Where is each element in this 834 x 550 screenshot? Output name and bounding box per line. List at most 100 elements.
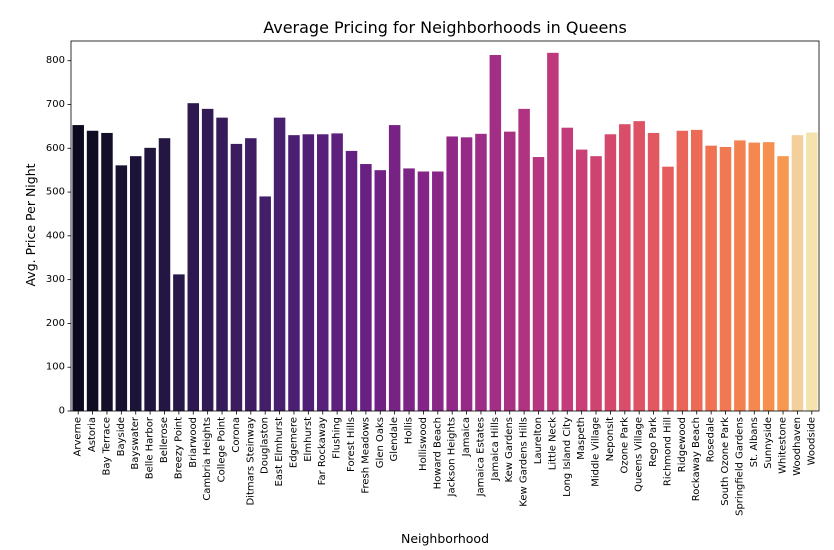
bar-springfield-gardens (734, 140, 746, 411)
bar-howard-beach (432, 171, 444, 411)
x-tick-label: Holliswood (418, 417, 429, 471)
x-tick-label: Long Island City (562, 417, 573, 497)
bars (72, 52, 818, 412)
x-tick-label: Breezy Point (173, 417, 184, 479)
bar-east-elmhurst (273, 117, 286, 411)
x-tick-label: Jackson Heights (447, 417, 458, 497)
x-tick-label: College Point (217, 417, 228, 482)
x-tick-label: Sunnyside (763, 417, 774, 469)
bar-cambria-heights (201, 108, 214, 412)
bar-douglaston (259, 196, 271, 411)
x-tick-label: Cambria Heights (202, 417, 213, 501)
bar-college-point (216, 117, 228, 411)
bar-middle-village (590, 156, 602, 411)
x-tick-label: Forest Hills (346, 417, 357, 472)
x-tick-label: Astoria (87, 417, 98, 452)
x-tick-label: Neponsit (605, 417, 616, 461)
x-tick-label: Ozone Park (619, 417, 630, 474)
x-tick-label: Bayside (116, 417, 127, 456)
x-tick-label: Ditmars Steinway (245, 417, 256, 506)
bar-astoria (86, 130, 99, 411)
x-tick-label: Fresh Meadows (360, 417, 371, 494)
bar-edgemere (288, 135, 300, 411)
x-tick-label: Corona (231, 417, 242, 453)
bar-kew-gardens (503, 131, 516, 411)
x-tick-label: Richmond Hill (662, 417, 673, 486)
bar-holliswood (417, 171, 430, 411)
x-tick-label: Laurelton (533, 417, 544, 464)
bar-st-albans (748, 142, 761, 411)
x-tick-label: Rockaway Beach (691, 417, 702, 501)
bar-long-island-city (561, 127, 574, 411)
bar-kew-gardens-hills (518, 108, 530, 412)
bar-arverne (72, 125, 84, 411)
y-tick-label: 700 (46, 99, 65, 110)
bar-ditmars-steinway (245, 138, 257, 411)
y-axis-ticks: 0 100 200 300 400 500 600 700 800 (46, 55, 71, 417)
x-tick-label: Woodhaven (792, 417, 803, 476)
x-tick-label: East Elmhurst (274, 417, 285, 487)
bar-rego-park (647, 132, 660, 411)
bar-ozone-park (619, 124, 631, 411)
bar-glendale (388, 125, 401, 411)
x-tick-label: Ridgewood (677, 417, 688, 472)
x-tick-label: Briarwood (188, 417, 199, 468)
bar-richmond-hill (662, 166, 674, 411)
x-tick-label: Flushing (332, 417, 343, 459)
y-tick-label: 0 (59, 406, 65, 417)
bar-corona (230, 143, 243, 411)
x-tick-label: Maspeth (576, 417, 587, 460)
bar-breezy-point (173, 274, 185, 411)
bar-queens-village (633, 121, 645, 411)
x-tick-label: Bay Terrace (101, 417, 112, 475)
x-tick-label: Hollis (404, 417, 415, 444)
x-tick-label: Rosedale (706, 417, 717, 462)
x-tick-label: Far Rockaway (317, 417, 328, 485)
bar-jamaica-hills (489, 55, 502, 411)
x-axis-ticks: Arverne Astoria Bay Terrace Bayside Bayswate… (73, 411, 817, 516)
x-tick-label: Arverne (73, 417, 84, 456)
bar-maspeth (575, 149, 588, 411)
bar-bay-terrace (101, 132, 113, 411)
bar-jamaica-estates (475, 133, 487, 411)
x-tick-label: Elmhurst (303, 417, 314, 462)
x-tick-label: Howard Beach (432, 417, 443, 489)
bar-briarwood (187, 103, 200, 412)
x-tick-label: Bellerose (159, 417, 170, 463)
bar-glen-oaks (374, 170, 387, 411)
bar-belle-harbor (144, 147, 156, 411)
x-tick-label: Jamaica Hills (490, 417, 501, 482)
y-tick-label: 100 (46, 362, 65, 373)
bar-bayswater (129, 156, 142, 411)
bar-hollis (403, 168, 415, 411)
x-tick-label: Glen Oaks (375, 417, 386, 468)
y-axis-title: Avg. Price Per Night (23, 163, 38, 286)
x-tick-label: Glendale (389, 417, 400, 461)
bar-bellerose (158, 138, 171, 411)
x-tick-label: Woodside (806, 417, 817, 465)
y-tick-label: 500 (46, 187, 65, 198)
bar-woodhaven (791, 135, 804, 411)
y-tick-label: 600 (46, 143, 65, 154)
bar-bayside (115, 165, 128, 411)
plot-frame (70, 40, 820, 412)
bar-forest-hills (345, 150, 358, 411)
bar-rockaway-beach (690, 129, 703, 411)
x-tick-label: Jamaica Estates (475, 417, 486, 497)
bar-woodside (806, 132, 818, 411)
x-tick-label: Jamaica (461, 417, 472, 457)
x-tick-label: Bayswater (130, 416, 141, 469)
x-tick-label: St. Albans (749, 417, 760, 467)
bar-elmhurst (302, 134, 315, 411)
bar-far-rockaway (316, 134, 329, 411)
y-tick-label: 800 (46, 55, 65, 66)
y-tick-label: 200 (46, 318, 65, 329)
bar-south-ozone-park (719, 146, 732, 411)
x-tick-label: Edgemere (288, 417, 299, 468)
x-tick-label: Kew Gardens (504, 417, 515, 482)
x-tick-label: Douglaston (260, 417, 271, 474)
x-tick-label: Kew Gardens Hills (519, 417, 530, 507)
y-tick-label: 400 (46, 230, 65, 241)
